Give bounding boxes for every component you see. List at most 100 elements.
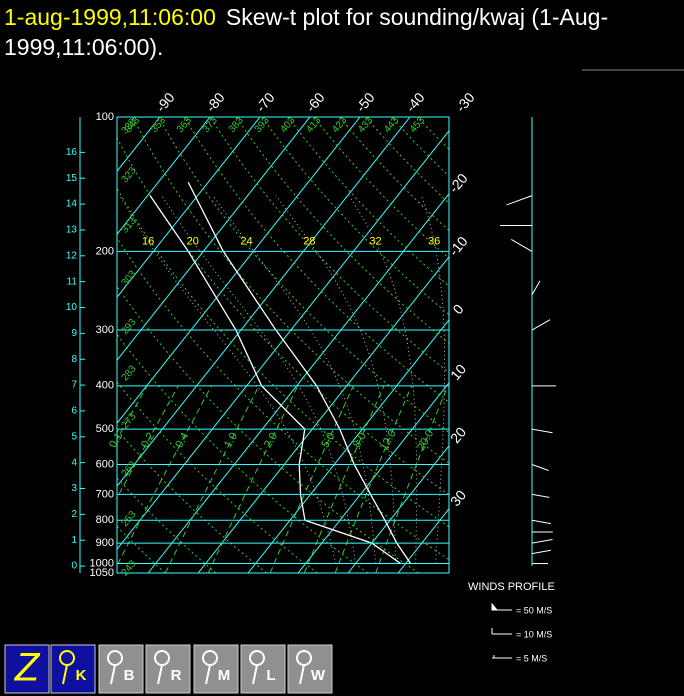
toolbar-button[interactable]: L <box>240 644 286 694</box>
balloon-string <box>299 664 305 685</box>
dry-adiabat-label: 313 <box>120 215 139 235</box>
mixing-ratio-line <box>269 385 354 573</box>
dry-adiabat <box>313 117 449 259</box>
isotherm <box>117 117 411 487</box>
button-face <box>145 644 191 694</box>
title-date: 1-aug-1999,11:06:00 <box>4 4 216 30</box>
mixing-ratio-label: 8.0 <box>351 431 369 450</box>
mixing-ratio-label: 0.4 <box>173 431 191 450</box>
isotherm <box>117 117 211 235</box>
dry-adiabat-label: 293 <box>120 317 139 337</box>
height-tick-label: 14 <box>66 199 78 210</box>
temperature-tick-label: -60 <box>302 89 327 115</box>
mixing-ratio-label: 12.0 <box>378 428 399 453</box>
toolbar-button[interactable]: Z <box>4 644 50 694</box>
moist-adiabat-label: 24 <box>240 235 252 247</box>
mixing-ratio-label: 1.0 <box>222 431 240 450</box>
dry-adiabat <box>117 429 267 573</box>
button-label: Z <box>14 646 41 690</box>
y-tick-label: 300 <box>96 324 114 336</box>
temperature-tick-label: -70 <box>252 89 277 115</box>
button-face <box>50 644 96 694</box>
temperature-tick-label: -40 <box>402 89 427 115</box>
isotherm <box>117 117 261 298</box>
temperature-tick-label: 0 <box>449 301 466 317</box>
wind-barb <box>531 493 550 498</box>
dry-adiabat <box>261 117 449 316</box>
mixing-ratio-line <box>117 385 148 441</box>
toolbar-button[interactable]: W <box>287 644 333 694</box>
balloon-string <box>110 664 116 685</box>
mixing-ratio-label: 0.2 <box>139 431 157 450</box>
height-tick-label: 16 <box>66 147 78 158</box>
wind-legend-entry: = 10 M/S <box>516 629 552 639</box>
dry-adiabat <box>117 237 449 561</box>
dry-adiabat <box>132 117 449 464</box>
dry-adiabat-label: 303 <box>120 268 139 288</box>
button-face <box>287 644 333 694</box>
moist-adiabat-label: 16 <box>142 235 154 247</box>
dry-adiabat-label: 363 <box>175 115 194 135</box>
plot-frame <box>116 116 450 574</box>
height-tick-label: 11 <box>67 276 78 287</box>
wind-legend-sample <box>491 602 512 659</box>
button-label: L <box>266 667 275 684</box>
button-label: K <box>76 667 87 684</box>
toolbar-button[interactable]: B <box>98 644 144 694</box>
wind-legend-entry: = 50 M/S <box>516 605 552 615</box>
dry-adiabat-label: 353 <box>149 115 168 135</box>
wind-barb <box>531 280 541 295</box>
dry-adiabat-label: 243 <box>120 558 139 578</box>
moist-adiabat-label: 32 <box>369 235 381 247</box>
wind-barb <box>531 464 549 471</box>
y-tick-label: 600 <box>96 458 114 470</box>
wind-barb <box>510 238 533 252</box>
dry-adiabat <box>183 117 449 403</box>
wind-barb <box>531 319 551 331</box>
mixing-ratio-line <box>164 385 260 573</box>
dry-adiabat <box>0 117 114 573</box>
dry-adiabat <box>235 117 449 344</box>
height-tick-label: 0 <box>71 561 77 572</box>
toolbar-button[interactable]: K <box>50 644 96 694</box>
height-tick-label: 7 <box>71 380 77 391</box>
mixing-ratio-label: 20.0 <box>415 428 436 453</box>
height-tick-label: 3 <box>71 483 77 494</box>
dry-adiabat-label: 283 <box>120 363 139 383</box>
wind-barb <box>531 519 551 525</box>
dry-adiabat-label: 423 <box>330 115 349 135</box>
plot-area <box>0 117 449 573</box>
mixing-ratio-line <box>207 385 299 573</box>
button-face <box>193 644 239 694</box>
temperature-tick-label: -50 <box>352 89 377 115</box>
toolbar-button[interactable]: R <box>145 644 191 694</box>
title: 1-aug-1999,11:06:00 Skew-t plot for sound… <box>4 2 614 62</box>
temperature-tick-label: -30 <box>452 89 477 115</box>
isotherm <box>247 319 449 573</box>
moist-adiabat <box>420 195 446 564</box>
y-tick-label: 100 <box>96 111 114 123</box>
y-tick-label: 700 <box>96 488 114 500</box>
isotherm <box>147 193 449 573</box>
dry-adiabat <box>287 117 449 287</box>
toolbar-button[interactable]: M <box>193 644 239 694</box>
button-label: R <box>171 667 182 684</box>
moist-adiabat-label: 36 <box>428 235 440 247</box>
button-label: B <box>124 667 135 684</box>
wind-barb <box>531 428 553 434</box>
dry-adiabat-label: 453 <box>408 115 427 135</box>
dry-adiabat <box>339 117 449 232</box>
isotherm <box>297 382 449 573</box>
height-tick-label: 6 <box>71 406 77 417</box>
y-tick-label: 200 <box>96 245 114 257</box>
moist-adiabat <box>348 195 418 564</box>
isotherm <box>117 117 311 361</box>
wind-legend-entry: = 5 M/S <box>516 653 547 663</box>
height-tick-label: 9 <box>71 328 77 339</box>
dry-adiabat-label: 323 <box>120 165 139 185</box>
dry-adiabat-label: 413 <box>304 115 323 135</box>
sounding-line <box>149 195 401 565</box>
mixing-ratio-label: 2.0 <box>262 431 280 450</box>
